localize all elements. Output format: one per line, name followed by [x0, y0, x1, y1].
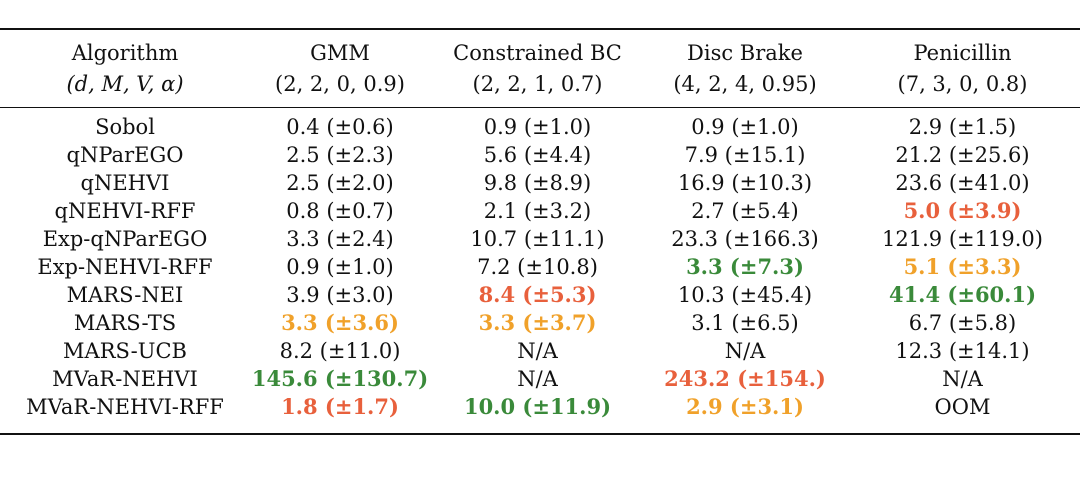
result-cell: 0.4 (±0.6)	[286, 115, 394, 139]
result-cell: 23.3 (±166.3)	[671, 227, 819, 251]
result-cell: 3.9 (±3.0)	[286, 283, 394, 307]
algorithm-name: MARS-NEI	[66, 283, 184, 307]
header-title-row: Algorithm GMM Constrained BC Disc Brake …	[0, 30, 1080, 69]
header-table: Algorithm GMM Constrained BC Disc Brake …	[0, 30, 1080, 100]
result-cell: 8.4 (±5.3)	[478, 282, 597, 307]
result-cell: 243.2 (±154.)	[664, 366, 826, 391]
header-params: (7, 3, 0, 0.8)	[897, 72, 1028, 96]
result-cell: 12.3 (±14.1)	[895, 339, 1030, 363]
result-cell: 2.9 (±3.1)	[686, 394, 804, 419]
result-cell: 8.2 (±11.0)	[279, 339, 401, 363]
result-cell: N/A	[942, 367, 983, 391]
result-cell: 145.6 (±130.7)	[251, 366, 429, 391]
table-body: Sobol 0.4 (±0.6) 0.9 (±1.0) 0.9 (±1.0) 2.9 (…	[0, 108, 1080, 421]
result-cell: 10.7 (±11.1)	[470, 227, 605, 251]
table-row: MARS-TS 3.3 (±3.6) 3.3 (±3.7) 3.1 (±6.5) 6.7…	[0, 309, 1080, 337]
result-cell: 21.2 (±25.6)	[895, 143, 1030, 167]
result-cell: 6.7 (±5.8)	[908, 311, 1017, 335]
header-params: (2, 2, 1, 0.7)	[472, 72, 603, 96]
algorithm-name: MVaR-NEHVI	[52, 367, 198, 391]
header-params: (d, M, V, α)	[66, 72, 184, 96]
table-row: MARS-NEI 3.9 (±3.0) 8.4 (±5.3) 10.3 (±45.4)…	[0, 281, 1080, 309]
table-row: Exp-NEHVI-RFF 0.9 (±1.0) 7.2 (±10.8) 3.3 (±…	[0, 253, 1080, 281]
result-cell: 0.9 (±1.0)	[286, 255, 394, 279]
algorithm-name: MVaR-NEHVI-RFF	[26, 395, 224, 419]
algorithm-name: Exp-NEHVI-RFF	[37, 255, 213, 279]
table-row: MVaR-NEHVI-RFF 1.8 (±1.7) 10.0 (±11.9) 2.9 …	[0, 393, 1080, 421]
algorithm-name: qNParEGO	[66, 143, 184, 167]
table-row: Exp-qNParEGO 3.3 (±2.4) 10.7 (±11.1) 23.3 (…	[0, 225, 1080, 253]
header-params: (4, 2, 4, 0.95)	[673, 72, 817, 96]
result-cell: 0.9 (±1.0)	[483, 115, 592, 139]
result-cell: OOM	[934, 395, 991, 419]
result-cell: 16.9 (±10.3)	[677, 171, 813, 195]
result-cell: 3.3 (±3.7)	[478, 310, 597, 335]
result-cell: N/A	[724, 339, 766, 363]
result-cell: 3.3 (±2.4)	[286, 227, 394, 251]
result-cell: N/A	[517, 367, 558, 391]
result-cell: 2.7 (±5.4)	[691, 199, 799, 223]
result-cell: 23.6 (±41.0)	[895, 171, 1030, 195]
result-cell: N/A	[517, 339, 558, 363]
algorithm-name: Sobol	[95, 115, 155, 139]
algorithm-name: Exp-qNParEGO	[42, 227, 208, 251]
header-params-row: (d, M, V, α) (2, 2, 0, 0.9) (2, 2, 1, 0.…	[0, 69, 1080, 100]
result-cell: 0.8 (±0.7)	[286, 199, 394, 223]
result-cell: 41.4 (±60.1)	[888, 282, 1037, 307]
header-title: Constrained BC	[453, 41, 622, 65]
result-cell: 2.5 (±2.3)	[286, 143, 394, 167]
results-table-container: Algorithm GMM Constrained BC Disc Brake …	[0, 28, 1080, 435]
result-cell: 3.3 (±3.6)	[281, 310, 399, 335]
top-rule	[0, 28, 1080, 30]
result-cell: 5.6 (±4.4)	[483, 143, 592, 167]
result-cell: 1.8 (±1.7)	[281, 394, 399, 419]
result-cell: 2.5 (±2.0)	[286, 171, 394, 195]
result-cell: 5.0 (±3.9)	[903, 198, 1022, 223]
header-title: Disc Brake	[687, 41, 803, 65]
table-row: MARS-UCB 8.2 (±11.0) N/A N/A 12.3 (±14.1)	[0, 337, 1080, 365]
table-row: MVaR-NEHVI 145.6 (±130.7) N/A 243.2 (±154.)…	[0, 365, 1080, 393]
result-cell: 2.9 (±1.5)	[908, 115, 1017, 139]
result-cell: 0.9 (±1.0)	[691, 115, 799, 139]
result-cell: 3.1 (±6.5)	[691, 311, 799, 335]
result-cell: 7.2 (±10.8)	[477, 255, 598, 279]
mid-rule	[0, 107, 1080, 108]
header-title: GMM	[310, 41, 370, 65]
result-cell: 7.9 (±15.1)	[684, 143, 806, 167]
header-title: Penicillin	[913, 41, 1012, 65]
table-row: qNParEGO 2.5 (±2.3) 5.6 (±4.4) 7.9 (±15.1) 2…	[0, 141, 1080, 169]
result-cell: 10.0 (±11.9)	[463, 394, 612, 419]
table-row: qNEHVI 2.5 (±2.0) 9.8 (±8.9) 16.9 (±10.3) 23…	[0, 169, 1080, 197]
body-table: Sobol 0.4 (±0.6) 0.9 (±1.0) 0.9 (±1.0) 2.9 (…	[0, 108, 1080, 421]
header-title: Algorithm	[71, 41, 179, 65]
algorithm-name: qNEHVI	[80, 171, 170, 195]
result-cell: 10.3 (±45.4)	[677, 283, 813, 307]
result-cell: 5.1 (±3.3)	[903, 254, 1022, 279]
header-params: (2, 2, 0, 0.9)	[275, 72, 405, 96]
result-cell: 121.9 (±119.0)	[882, 227, 1043, 251]
table-row: qNEHVI-RFF 0.8 (±0.7) 2.1 (±3.2) 2.7 (±5.4)…	[0, 197, 1080, 225]
result-cell: 3.3 (±7.3)	[686, 254, 804, 279]
algorithm-name: qNEHVI-RFF	[54, 199, 196, 223]
table-row: Sobol 0.4 (±0.6) 0.9 (±1.0) 0.9 (±1.0) 2.9 (…	[0, 108, 1080, 141]
result-cell: 9.8 (±8.9)	[483, 171, 592, 195]
result-cell: 2.1 (±3.2)	[483, 199, 592, 223]
algorithm-name: MARS-TS	[73, 311, 177, 335]
bottom-rule	[0, 433, 1080, 435]
algorithm-name: MARS-UCB	[63, 339, 187, 363]
